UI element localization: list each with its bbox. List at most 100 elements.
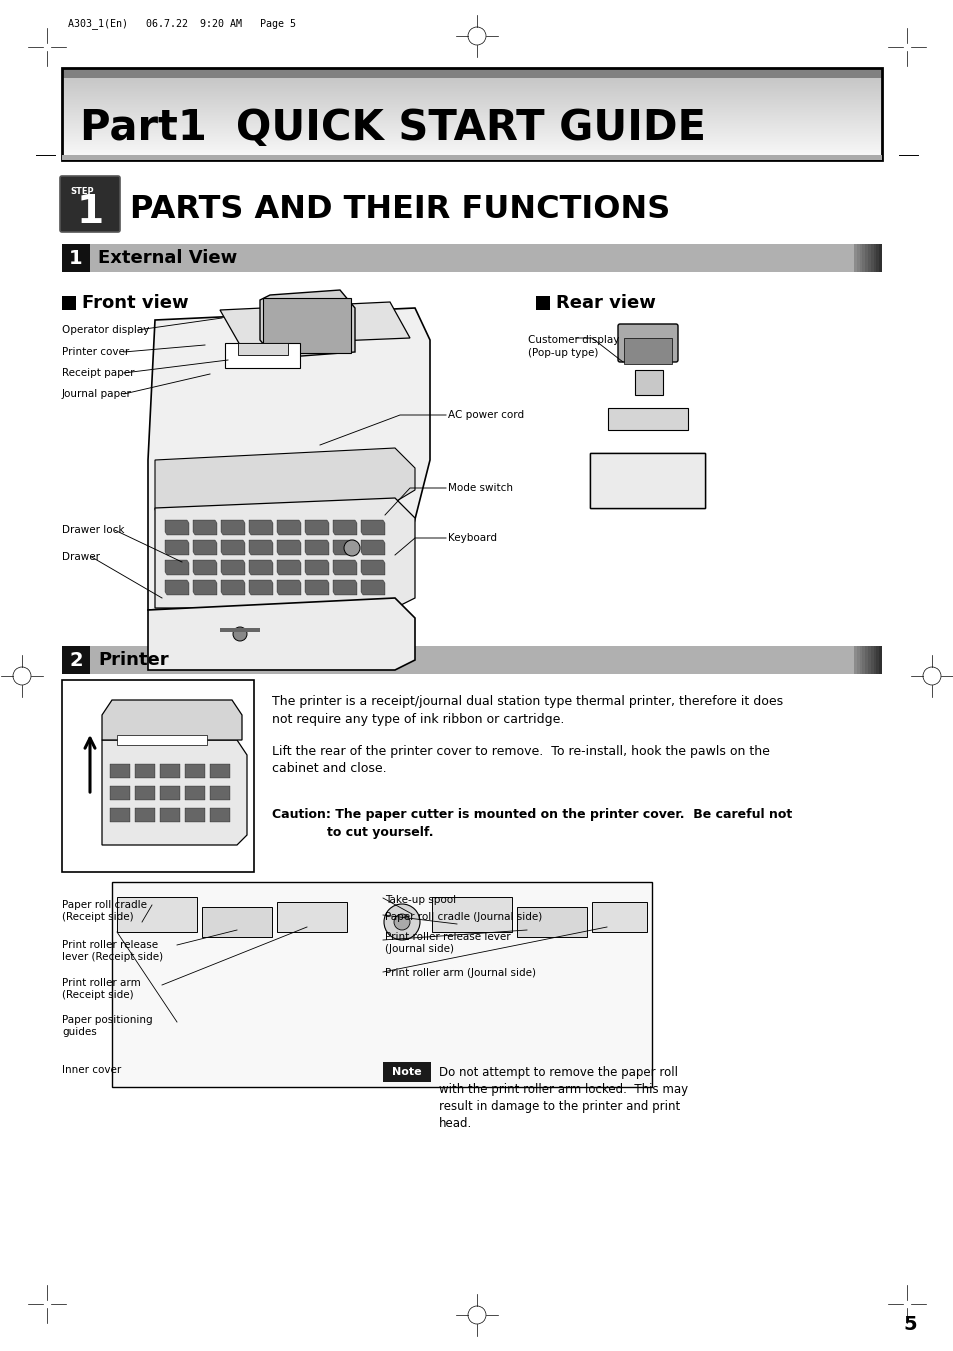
Bar (867, 245, 870, 272)
Bar (202, 907, 272, 938)
Bar (62, 245, 882, 272)
Bar (864, 646, 867, 674)
Text: Take-up spool: Take-up spool (385, 894, 456, 905)
Text: PARTS AND THEIR FUNCTIONS: PARTS AND THEIR FUNCTIONS (130, 195, 670, 226)
Circle shape (233, 627, 247, 640)
Bar (185, 808, 205, 821)
Text: Print roller release lever
(Journal side): Print roller release lever (Journal side… (385, 932, 510, 954)
Bar (135, 808, 154, 821)
Polygon shape (249, 580, 273, 594)
Polygon shape (193, 540, 216, 555)
Bar (859, 245, 862, 272)
Text: Printer: Printer (98, 651, 169, 669)
Polygon shape (360, 561, 385, 576)
Bar (517, 907, 586, 938)
Polygon shape (305, 580, 329, 594)
Polygon shape (305, 561, 329, 576)
Bar (210, 765, 230, 778)
Text: Drawer lock: Drawer lock (62, 526, 125, 535)
Polygon shape (276, 561, 301, 576)
Polygon shape (276, 520, 301, 535)
Bar (876, 646, 879, 674)
Text: Do not attempt to remove the paper roll
with the print roller arm locked.  This : Do not attempt to remove the paper roll … (438, 1066, 687, 1129)
Bar (237, 343, 288, 355)
Polygon shape (193, 561, 216, 576)
Text: 1: 1 (70, 249, 83, 267)
Bar (62, 68, 882, 159)
FancyBboxPatch shape (60, 176, 120, 232)
Bar (879, 646, 882, 674)
Polygon shape (154, 499, 415, 608)
Polygon shape (249, 561, 273, 576)
Text: Print roller release
lever (Receipt side): Print roller release lever (Receipt side… (62, 940, 163, 962)
Bar (876, 245, 879, 272)
Text: 1: 1 (76, 193, 104, 231)
Polygon shape (333, 580, 356, 594)
Polygon shape (154, 449, 415, 509)
Polygon shape (165, 540, 189, 555)
Bar (432, 897, 512, 932)
Bar (864, 245, 867, 272)
Bar (870, 245, 873, 272)
Bar (135, 765, 154, 778)
Text: to cut yourself.: to cut yourself. (327, 825, 433, 839)
Bar (867, 646, 870, 674)
Polygon shape (165, 561, 189, 576)
Polygon shape (193, 520, 216, 535)
Polygon shape (249, 520, 273, 535)
Bar (185, 786, 205, 800)
Bar (62, 296, 76, 309)
Bar (62, 245, 90, 272)
Polygon shape (360, 580, 385, 594)
Text: Note: Note (392, 1067, 421, 1077)
Bar (210, 808, 230, 821)
Bar (220, 628, 260, 632)
Polygon shape (360, 520, 385, 535)
Text: Front view: Front view (82, 295, 189, 312)
Polygon shape (260, 290, 355, 358)
Bar (160, 786, 180, 800)
Bar (382, 1062, 431, 1082)
Bar (856, 245, 859, 272)
Text: Paper positioning
guides: Paper positioning guides (62, 1015, 152, 1038)
Bar (873, 646, 876, 674)
Text: Rear view: Rear view (556, 295, 655, 312)
Polygon shape (333, 540, 356, 555)
Text: Paper roll cradle
(Receipt side): Paper roll cradle (Receipt side) (62, 900, 147, 923)
Bar (62, 155, 882, 159)
Polygon shape (276, 540, 301, 555)
Bar (607, 408, 687, 430)
Text: The printer is a receipt/journal dual station type thermal printer, therefore it: The printer is a receipt/journal dual st… (272, 694, 782, 725)
Text: Customer display
(Pop-up type): Customer display (Pop-up type) (527, 335, 618, 358)
Bar (263, 299, 351, 353)
Circle shape (384, 904, 419, 940)
Polygon shape (193, 580, 216, 594)
Bar (589, 453, 704, 508)
Text: 5: 5 (902, 1315, 916, 1333)
Text: Drawer: Drawer (62, 553, 100, 562)
Polygon shape (102, 740, 247, 844)
Polygon shape (220, 303, 410, 345)
Text: Part1  QUICK START GUIDE: Part1 QUICK START GUIDE (80, 107, 705, 149)
Polygon shape (165, 580, 189, 594)
Bar (62, 646, 90, 674)
Text: Mode switch: Mode switch (448, 484, 513, 493)
Bar (62, 646, 882, 674)
Bar (185, 765, 205, 778)
Bar (135, 786, 154, 800)
Bar (635, 370, 662, 394)
Bar (592, 902, 646, 932)
FancyBboxPatch shape (618, 324, 678, 362)
Polygon shape (333, 520, 356, 535)
Text: Journal paper: Journal paper (62, 389, 132, 399)
Polygon shape (221, 520, 245, 535)
Bar (62, 680, 253, 871)
Polygon shape (305, 520, 329, 535)
Bar (870, 646, 873, 674)
Polygon shape (221, 561, 245, 576)
Polygon shape (165, 520, 189, 535)
Polygon shape (148, 308, 430, 611)
Polygon shape (102, 700, 242, 740)
Polygon shape (360, 540, 385, 555)
Bar (117, 897, 196, 932)
